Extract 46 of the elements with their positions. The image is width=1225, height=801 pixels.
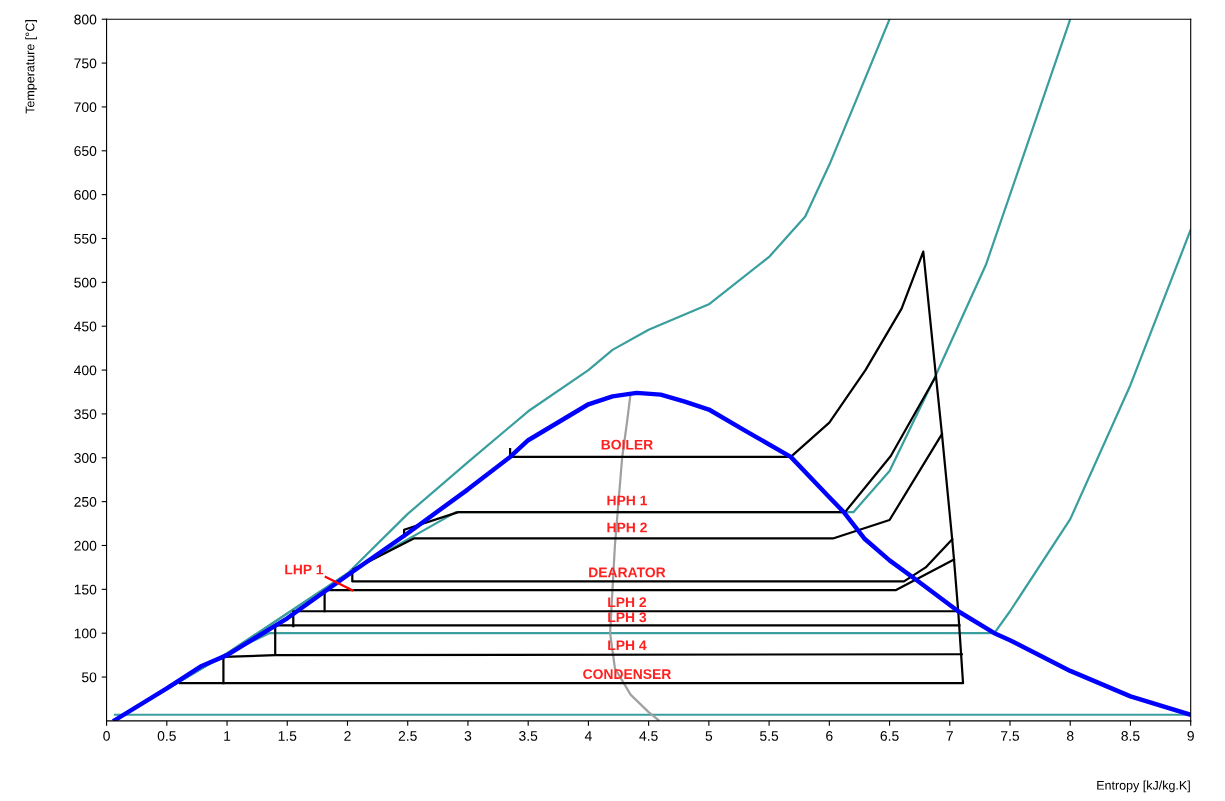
x-tick-label: 1.5 bbox=[278, 731, 297, 741]
x-tick-label: 4 bbox=[584, 731, 592, 741]
annotation: DEARATOR bbox=[589, 567, 666, 578]
y-tick-label: 550 bbox=[74, 233, 97, 244]
x-tick-label: 0.5 bbox=[157, 730, 176, 741]
x-tick-label: 0 bbox=[103, 730, 110, 741]
annotation: LPH 2 bbox=[608, 597, 647, 607]
y-tick-label: 600 bbox=[74, 189, 97, 200]
y-tick-label: 350 bbox=[74, 409, 97, 420]
x-tick-label: 5.5 bbox=[760, 731, 779, 741]
y-tick-label: 700 bbox=[74, 102, 97, 113]
y-axis-title: Temperature [°C] bbox=[25, 20, 37, 114]
y-tick-label: 50 bbox=[81, 672, 97, 683]
x-tick-label: 2.5 bbox=[398, 730, 417, 741]
y-tick-label: 150 bbox=[74, 584, 97, 595]
x-tick-label: 6.5 bbox=[880, 730, 899, 741]
y-tick-label: 250 bbox=[74, 496, 97, 507]
annotation: HPH 2 bbox=[607, 522, 647, 533]
x-tick-label: 2 bbox=[344, 730, 351, 741]
y-tick-label: 100 bbox=[74, 628, 97, 639]
x-tick-label: 4.5 bbox=[639, 731, 658, 741]
y-tick-label: 450 bbox=[74, 321, 97, 332]
x-axis-title: Entropy [kJ/kg.K] bbox=[1097, 780, 1190, 793]
y-tick-label: 800 bbox=[74, 14, 97, 25]
y-tick-label: 300 bbox=[74, 453, 97, 463]
annotation: CONDENSER bbox=[583, 669, 672, 680]
y-tick-label: 200 bbox=[74, 540, 97, 551]
annotation: LPH 4 bbox=[608, 640, 647, 651]
x-tick-label: 6 bbox=[826, 730, 833, 741]
x-tick-label: 8 bbox=[1066, 730, 1074, 741]
y-tick-label: 400 bbox=[74, 365, 97, 376]
annotation: BOILER bbox=[601, 439, 653, 450]
x-tick-label: 1 bbox=[224, 731, 231, 741]
y-tick-label: 500 bbox=[74, 277, 97, 288]
annotation: LHP 1 bbox=[285, 564, 324, 575]
x-tick-label: 7.5 bbox=[1001, 731, 1020, 741]
y-tick-label: 650 bbox=[74, 146, 97, 156]
y-tick-label: 750 bbox=[74, 58, 97, 69]
x-tick-label: 8.5 bbox=[1121, 730, 1140, 741]
x-tick-label: 5 bbox=[705, 731, 713, 741]
annotation: HPH 1 bbox=[607, 495, 648, 506]
x-tick-label: 7 bbox=[946, 731, 953, 741]
x-tick-label: 3.5 bbox=[519, 730, 538, 741]
x-tick-label: 3 bbox=[464, 730, 472, 741]
annotation: LPH 3 bbox=[608, 612, 647, 623]
x-tick-label: 9 bbox=[1187, 730, 1194, 741]
